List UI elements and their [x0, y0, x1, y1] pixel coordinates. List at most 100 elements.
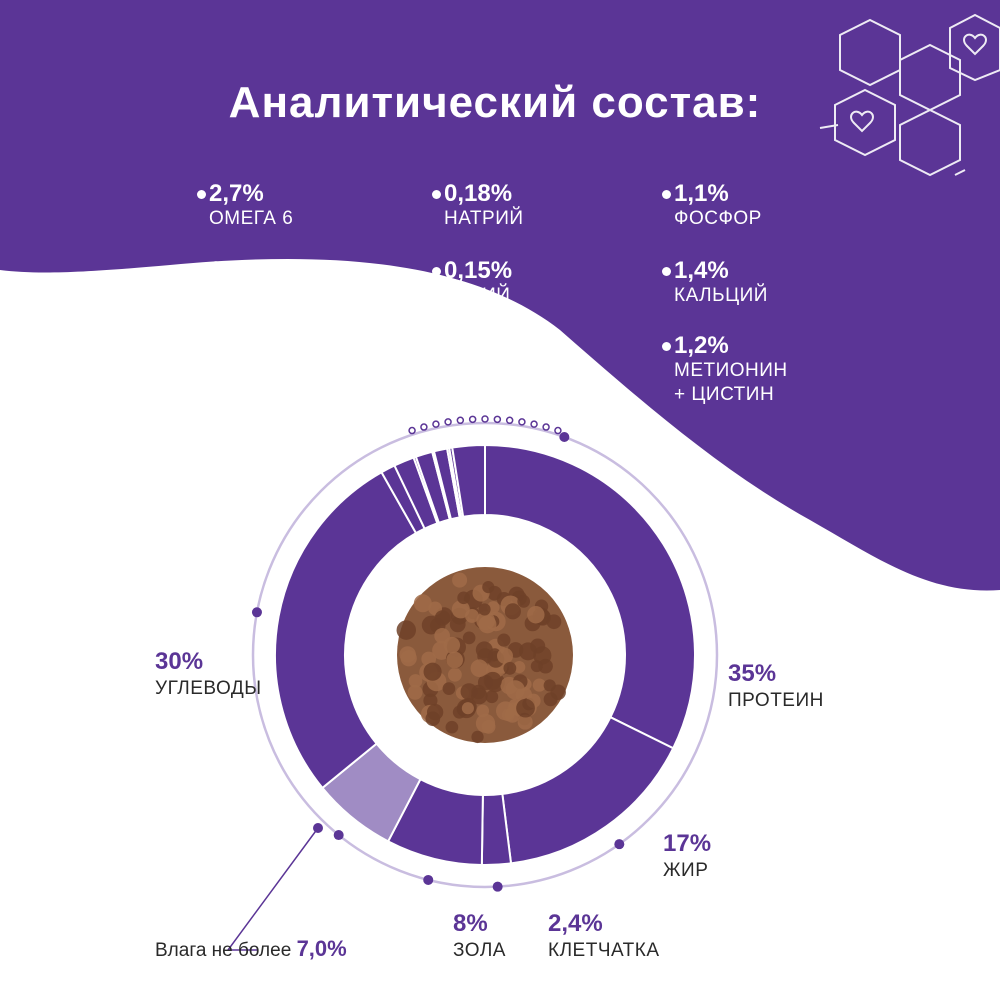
donut-segment-6: [274, 470, 418, 790]
nutrient-tryptophan: 0,2% ТРИПТОФАН: [197, 333, 331, 383]
legend-fiber: 2,4% КЛЕТЧАТКА: [548, 910, 660, 964]
nutrient-value: 1,4%: [674, 257, 729, 284]
kibble-piece: [442, 682, 456, 696]
nutrient-label: НАТРИЙ: [444, 208, 524, 229]
top-dot-marker: [481, 415, 489, 423]
top-dot-marker: [456, 416, 465, 425]
segment-marker-6: [251, 607, 262, 618]
legend-value: 2,4%: [548, 910, 603, 937]
kibble-piece: [532, 678, 546, 692]
bullet-icon: [432, 190, 441, 200]
moisture-marker: [313, 823, 323, 833]
bullet-icon: [662, 342, 671, 352]
bullet-icon: [432, 342, 441, 352]
moisture-value: 7,0%: [296, 936, 347, 961]
kibble-piece: [413, 594, 432, 613]
kibble-piece: [482, 581, 495, 594]
nutrient-omega3: 0,25% ОМЕГА 3: [197, 258, 293, 308]
nutrient-value: 1,2%: [674, 332, 729, 359]
segment-marker-5: [333, 830, 344, 841]
nutrient-value: 2,7%: [209, 180, 264, 207]
kibble-piece: [434, 610, 451, 626]
nutrient-lysine: 1,7% ЛИЗИН: [432, 333, 511, 383]
kibble-piece: [470, 659, 489, 678]
kibble-piece: [426, 703, 444, 721]
kibble-piece: [447, 667, 462, 682]
kibble-piece: [446, 651, 464, 669]
kibble-piece: [460, 683, 478, 701]
legend-label: УГЛЕВОДЫ: [155, 678, 262, 699]
kibble-piece: [396, 620, 416, 640]
nutrient-value: 0,18%: [444, 180, 513, 207]
nutrient-phosphorus: 1,1% ФОСФОР: [662, 181, 762, 231]
legend-moisture: Влага не более 7,0%: [155, 936, 347, 962]
nutrient-omega6: 2,7% ОМЕГА 6: [197, 181, 293, 231]
nutrient-label: МЕТИОНИН: [674, 360, 788, 381]
nutrient-value: 0,2%: [209, 332, 264, 359]
kibble-piece: [408, 674, 423, 688]
kibble-piece: [497, 633, 511, 647]
nutrient-calcium: 1,4% КАЛЬЦИЙ: [662, 258, 768, 308]
bullet-icon: [197, 267, 206, 277]
kibble-piece: [546, 614, 562, 630]
legend-protein: 35% ПРОТЕИН: [728, 660, 824, 714]
moisture-leader-line: [226, 827, 319, 951]
purple-wave-background: [0, 0, 1000, 591]
nutrient-value: 1,7%: [444, 332, 499, 359]
top-dot-marker: [420, 423, 428, 431]
kibble-piece: [481, 719, 496, 734]
kibble-piece: [527, 606, 545, 624]
page-title: Аналитический состав:: [228, 78, 762, 127]
bullet-icon: [432, 267, 441, 277]
segment-marker-1: [559, 431, 570, 442]
kibble-piece: [530, 660, 543, 673]
nutrient-label-line2: + ЦИСТИН: [674, 384, 775, 405]
nutrient-value: 0,25%: [209, 257, 278, 284]
top-dot-marker: [493, 415, 502, 424]
nutrient-label: КАЛЬЦИЙ: [674, 285, 768, 306]
kibble-piece: [503, 661, 517, 675]
legend-ash: 8% ЗОЛА: [453, 910, 506, 964]
nutrient-label: ОМЕГА 6: [209, 208, 294, 229]
kibble-piece: [483, 671, 502, 690]
kibble-piece: [513, 660, 526, 674]
legend-label: КЛЕТЧАТКА: [548, 940, 660, 961]
nutrient-value: 1,1%: [674, 180, 729, 207]
kibble-piece: [533, 646, 552, 665]
top-dot-marker: [432, 420, 440, 428]
top-dot-marker: [505, 416, 514, 425]
legend-value: 35%: [728, 660, 777, 687]
kibble-piece: [443, 636, 461, 654]
kibble-piece: [471, 730, 484, 744]
top-dot-marker: [542, 423, 550, 431]
kibble-piece: [504, 603, 521, 620]
top-dot-marker: [518, 418, 526, 426]
segment-marker-3: [492, 881, 503, 892]
kibble-piece: [504, 707, 521, 723]
kibble-piece: [462, 631, 476, 645]
legend-label: ЗОЛА: [453, 940, 506, 961]
kibble-piece: [475, 641, 493, 659]
kibble-piece: [543, 692, 558, 707]
kibble-piece: [517, 595, 531, 608]
segment-marker-4: [423, 874, 434, 885]
nutrient-methionine-cystine: 1,2% МЕТИОНИН + ЦИСТИН: [662, 333, 788, 407]
kibble-piece: [505, 680, 525, 700]
bullet-icon: [662, 190, 671, 200]
nutrient-label: ТРИПТОФАН: [209, 360, 332, 381]
legend-value: 8%: [453, 910, 488, 937]
segment-marker-2: [614, 839, 625, 850]
kibble-piece: [517, 714, 533, 730]
kibble-piece: [421, 651, 437, 667]
kibble-piece: [399, 646, 416, 663]
bullet-icon: [662, 267, 671, 277]
kibble-piece: [497, 647, 513, 664]
kibble-piece: [457, 591, 470, 605]
kibble-piece: [407, 684, 423, 700]
kibble-piece: [452, 572, 468, 588]
nutrient-potassium: 0,15% КАЛИЙ: [432, 258, 512, 308]
legend-label: ПРОТЕИН: [728, 690, 824, 711]
kibble-piece: [516, 698, 535, 718]
kibble-piece: [423, 662, 442, 681]
